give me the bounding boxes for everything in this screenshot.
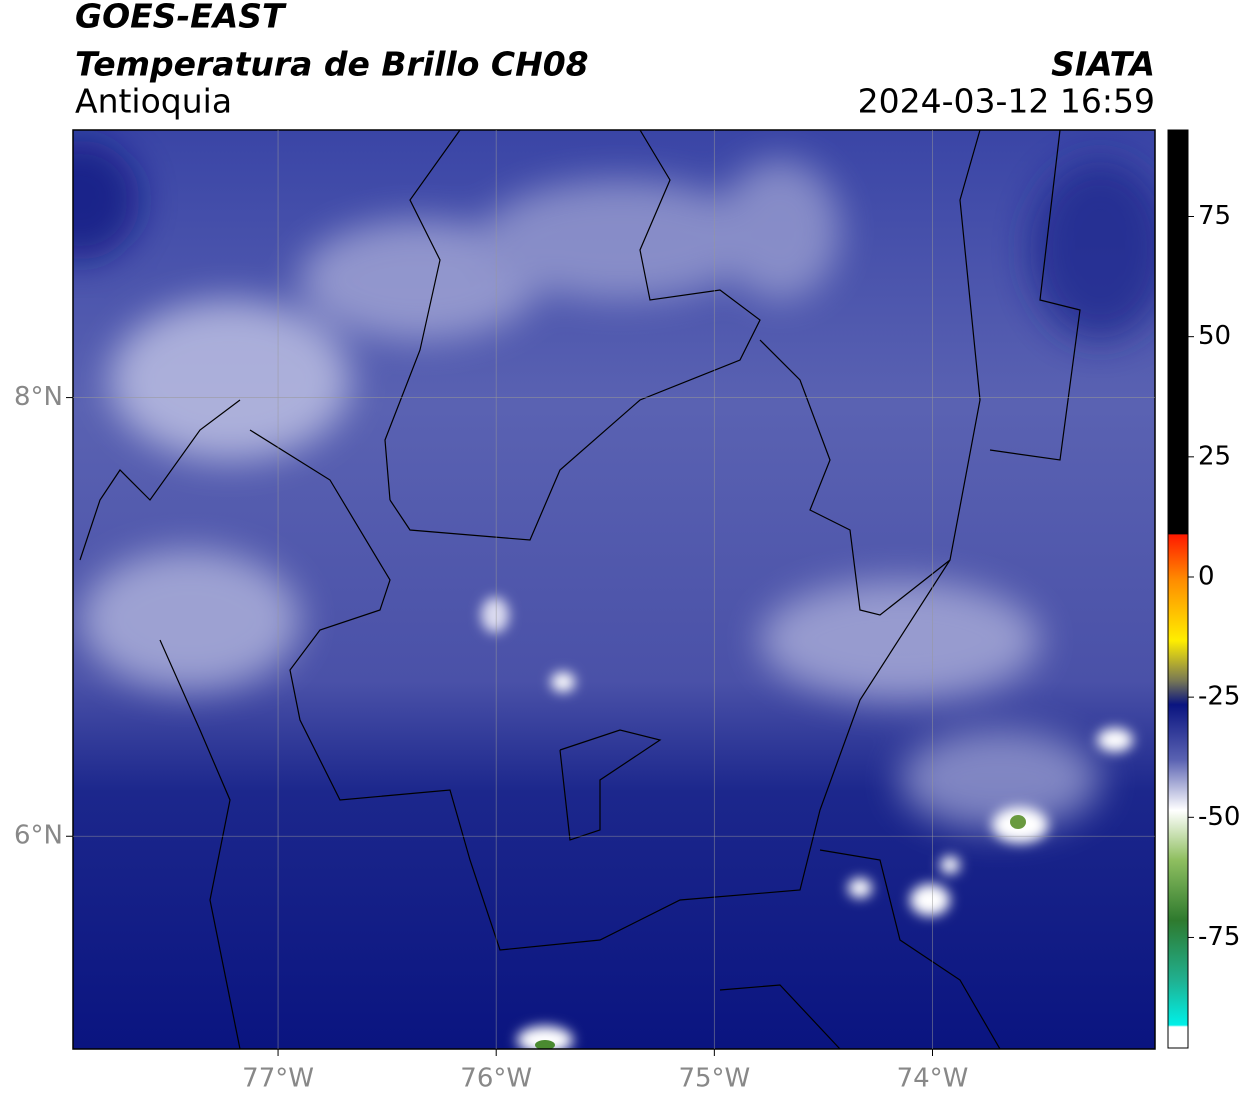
x-tick-label: 74°W (897, 1064, 969, 1094)
map-frame (72, 129, 1156, 1050)
colorbar-tick-label: 50 (1198, 321, 1231, 351)
colorbar-tick-label: -25 (1198, 682, 1240, 712)
y-tick-label: 8°N (14, 382, 63, 412)
product: Temperatura de Brillo CH08 (75, 45, 589, 84)
colorbar-tick-label: -75 (1198, 922, 1240, 952)
y-tick-label: 6°N (14, 821, 63, 851)
colorbar-tick-label: 25 (1198, 441, 1231, 471)
datetime: 2024-03-12 16:59 (858, 82, 1155, 121)
source: SIATA (1051, 45, 1155, 84)
colorbar-tick-label: 0 (1198, 561, 1215, 591)
x-tick-label: 76°W (460, 1064, 532, 1094)
colorbar (1167, 129, 1189, 1049)
x-tick-label: 77°W (242, 1064, 314, 1094)
colorbar-tick-label: -50 (1198, 802, 1240, 832)
satellite-field (73, 130, 1155, 1049)
x-tick-label: 75°W (678, 1064, 750, 1094)
colorbar-tick-label: 75 (1198, 201, 1231, 231)
region: Antioquia (75, 82, 232, 121)
satellite: GOES-EAST (75, 0, 287, 36)
